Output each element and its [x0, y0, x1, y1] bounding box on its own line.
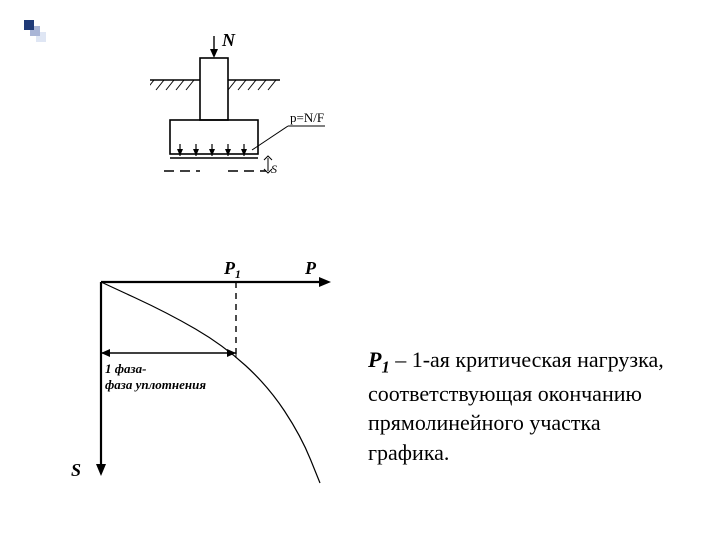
foundation-diagram: N	[150, 32, 360, 197]
caption-p1-sub: 1	[381, 357, 389, 376]
caption-rest: – 1-ая критическая нагрузка, соответству…	[368, 347, 664, 465]
pressure-label: p=N/F	[290, 110, 324, 125]
p-axis-label: P	[304, 258, 317, 278]
caption-text: P1 – 1-ая критическая нагрузка, соответс…	[368, 345, 683, 468]
phase-label-2: фаза уплотнения	[105, 377, 206, 392]
ps-chart: P1 P S 1 фаза- фаза уплотнения	[68, 258, 368, 493]
phase-label-1: 1 фаза-	[105, 361, 146, 376]
load-label: N	[221, 32, 236, 50]
s-axis-label: S	[71, 460, 81, 480]
caption-p1: P	[368, 347, 381, 372]
settlement-label: S	[271, 162, 277, 176]
bullet-icon	[24, 20, 34, 30]
svg-text:P1: P1	[223, 258, 241, 281]
